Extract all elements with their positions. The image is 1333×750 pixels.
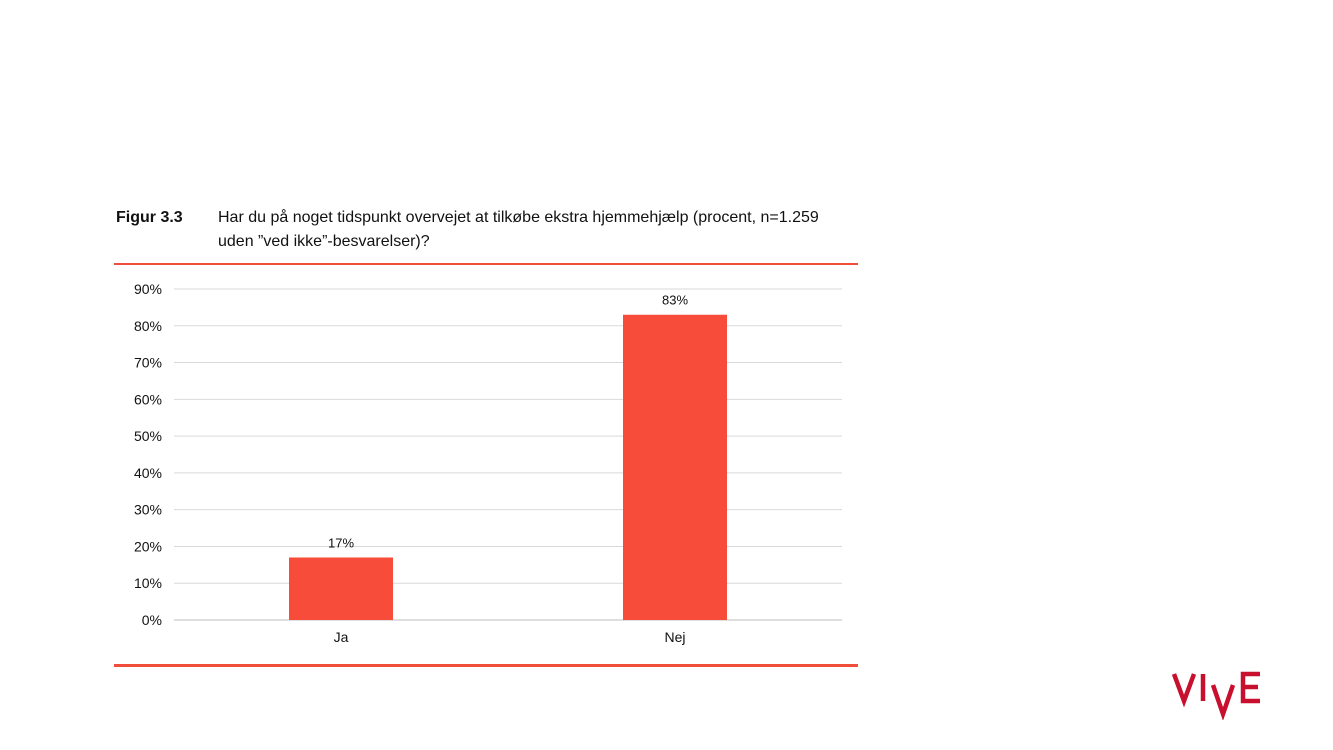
y-tick-label: 80%: [134, 318, 162, 334]
y-tick-label: 10%: [134, 575, 162, 591]
y-tick-label: 40%: [134, 465, 162, 481]
bar-nej: [623, 314, 727, 620]
y-tick-label: 60%: [134, 391, 162, 407]
y-tick-label: 20%: [134, 538, 162, 554]
y-tick-label: 70%: [134, 355, 162, 371]
figure-label: Figur 3.3: [116, 209, 183, 226]
value-labels: 17% 83%: [328, 293, 688, 551]
figure-title: Har du på noget tidspunkt overvejet at t…: [218, 209, 819, 250]
y-tick-label: 0%: [142, 612, 162, 628]
y-tick-label: 50%: [134, 428, 162, 444]
y-tick-label: 90%: [134, 281, 162, 297]
grid-lines: [174, 288, 842, 621]
vive-logo: [1172, 671, 1260, 720]
bottom-divider: [114, 664, 858, 667]
top-divider: [114, 263, 858, 265]
value-label: 83%: [662, 293, 688, 308]
x-tick-label: Nej: [664, 629, 685, 645]
x-axis-ticks: Ja Nej: [334, 629, 686, 645]
x-tick-label: Ja: [334, 629, 349, 645]
bar-ja: [289, 557, 393, 620]
bars: [289, 314, 727, 620]
y-axis-ticks: 0% 10% 20% 30% 40% 50% 60% 70% 80% 90%: [134, 281, 162, 628]
y-tick-label: 30%: [134, 502, 162, 518]
vive-logo-mark: [1172, 671, 1260, 720]
value-label: 17%: [328, 535, 354, 550]
